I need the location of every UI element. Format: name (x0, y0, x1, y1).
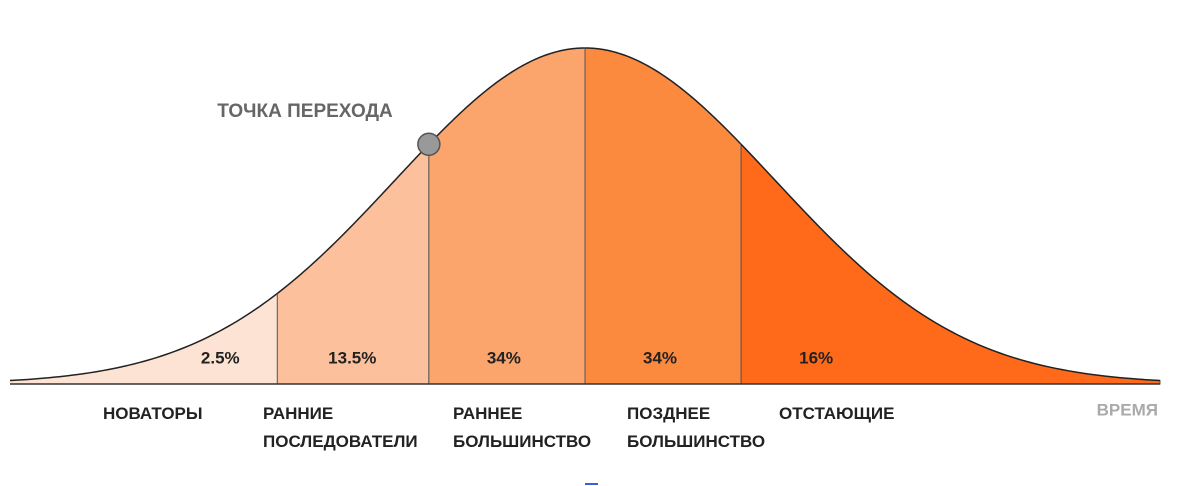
curve-edge (428, 47, 586, 145)
segment (428, 47, 586, 385)
transition-point (417, 132, 441, 157)
curve-edge (584, 47, 742, 145)
value-label: 16% (799, 348, 833, 367)
value-label: 13.5% (328, 348, 376, 367)
segment (10, 293, 278, 384)
curve-edge (276, 143, 430, 295)
category-label: НОВАТОРЫ (103, 404, 203, 423)
category-label: РАННЕЕ БОЛЬШИНСТВО (453, 404, 592, 451)
curve-edge (9, 292, 278, 382)
x-axis-label: ВРЕМЯ (1097, 400, 1158, 419)
curve-edge (740, 143, 1161, 382)
category-label: РАННИЕ ПОСЛЕДОВАТЕЛИ (263, 404, 418, 451)
value-label: 2.5% (201, 348, 240, 367)
category-label: ПОЗДНЕЕ БОЛЬШИНСТВО (627, 404, 766, 451)
category-label: ОТСТАЮЩИЕ (779, 404, 895, 423)
annotation: ТОЧКА ПЕРЕХОДА (217, 101, 393, 122)
value-label: 34% (487, 348, 521, 367)
value-label: 34% (643, 348, 677, 367)
segment (584, 47, 742, 385)
